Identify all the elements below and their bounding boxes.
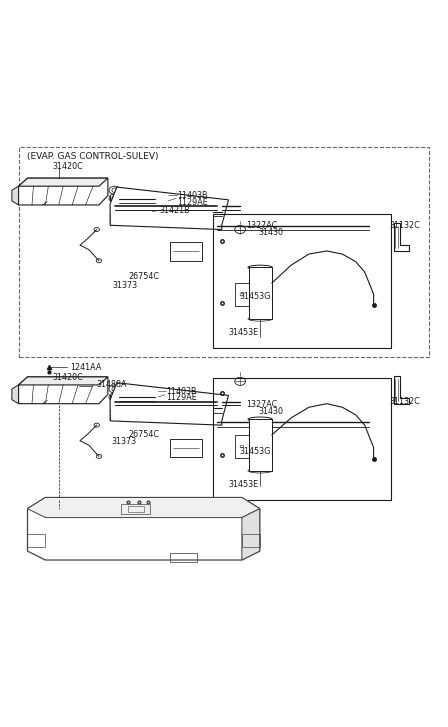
Ellipse shape bbox=[109, 194, 120, 202]
Polygon shape bbox=[12, 186, 18, 205]
Polygon shape bbox=[394, 376, 409, 403]
Polygon shape bbox=[249, 268, 272, 319]
Text: 31488A: 31488A bbox=[97, 380, 127, 389]
Polygon shape bbox=[12, 385, 18, 403]
Polygon shape bbox=[249, 419, 272, 470]
Text: 31373: 31373 bbox=[112, 281, 138, 290]
Polygon shape bbox=[110, 382, 228, 425]
Polygon shape bbox=[242, 509, 260, 560]
Text: 31453G: 31453G bbox=[240, 447, 271, 456]
Text: 31453G: 31453G bbox=[240, 292, 271, 301]
Text: 11403B: 11403B bbox=[177, 190, 207, 200]
Text: 1327AC: 1327AC bbox=[246, 220, 278, 230]
Ellipse shape bbox=[248, 316, 272, 321]
Text: 31453E: 31453E bbox=[228, 328, 258, 337]
Text: (EVAP. GAS CONTROL-SULEV): (EVAP. GAS CONTROL-SULEV) bbox=[27, 152, 159, 161]
Polygon shape bbox=[394, 222, 409, 251]
Polygon shape bbox=[110, 187, 228, 230]
Text: 31420C: 31420C bbox=[52, 163, 83, 172]
Polygon shape bbox=[18, 178, 108, 205]
Text: 26754C: 26754C bbox=[128, 430, 159, 438]
Polygon shape bbox=[27, 497, 260, 518]
Ellipse shape bbox=[248, 265, 272, 270]
Text: 1129AE: 1129AE bbox=[166, 393, 197, 402]
Ellipse shape bbox=[103, 502, 166, 515]
Text: 31430: 31430 bbox=[259, 228, 284, 237]
Polygon shape bbox=[18, 178, 108, 186]
Ellipse shape bbox=[248, 468, 272, 473]
Polygon shape bbox=[18, 377, 108, 403]
Ellipse shape bbox=[248, 417, 272, 422]
Text: 1241AA: 1241AA bbox=[70, 364, 101, 372]
Polygon shape bbox=[27, 497, 260, 560]
Text: 1327AC: 1327AC bbox=[246, 400, 278, 409]
Polygon shape bbox=[18, 377, 108, 385]
Text: 11403B: 11403B bbox=[166, 387, 196, 395]
Text: 31453E: 31453E bbox=[228, 480, 258, 489]
Ellipse shape bbox=[109, 186, 120, 194]
Text: 1129AE: 1129AE bbox=[177, 198, 208, 206]
Text: 31421B: 31421B bbox=[159, 206, 190, 214]
Text: 31132C: 31132C bbox=[389, 220, 420, 230]
Ellipse shape bbox=[109, 385, 120, 393]
Ellipse shape bbox=[109, 393, 120, 401]
Text: 31420C: 31420C bbox=[52, 373, 83, 382]
Text: 31132C: 31132C bbox=[389, 397, 420, 406]
Text: 26754C: 26754C bbox=[128, 272, 159, 281]
Text: 31430: 31430 bbox=[259, 407, 284, 417]
Text: 31373: 31373 bbox=[112, 437, 137, 446]
